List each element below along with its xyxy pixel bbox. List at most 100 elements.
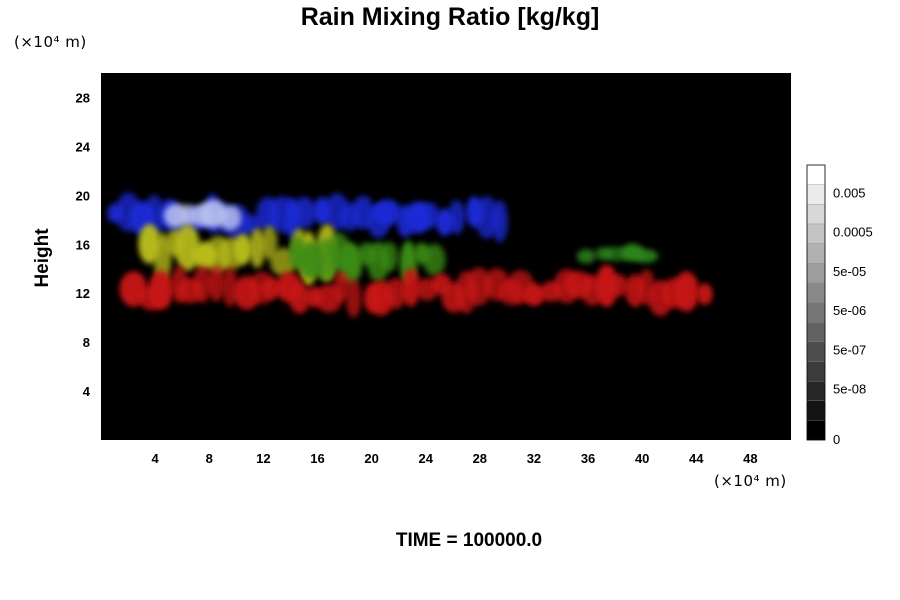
- colorbar-label: 5e-07: [833, 342, 866, 357]
- region-blob: [576, 249, 596, 264]
- y-tick: 16: [76, 237, 90, 252]
- x-tick-label: 44: [689, 451, 704, 466]
- x-tick-label: 16: [310, 451, 324, 466]
- x-axis-unit: (×10⁴ m): [714, 472, 787, 490]
- region-blob: [233, 233, 253, 265]
- x-tick-label: 8: [206, 451, 213, 466]
- colorbar-cell: [806, 204, 826, 225]
- region-blob: [523, 283, 546, 307]
- x-tick-label: 28: [473, 451, 487, 466]
- y-tick: 8: [83, 335, 90, 350]
- colorbar-cell: [806, 400, 826, 421]
- region-blob: [192, 265, 212, 303]
- region-blob: [261, 225, 278, 260]
- field-regions: [107, 192, 713, 318]
- x-tick: 4: [152, 451, 160, 466]
- y-axis-ticks: 4 8 12 16 20 24 28: [76, 90, 91, 399]
- y-tick: 24: [76, 139, 91, 154]
- region-blob: [401, 268, 421, 307]
- x-tick: 44: [689, 451, 704, 466]
- colorbar-cell: [806, 263, 826, 284]
- y-tick-label: 28: [76, 90, 90, 105]
- region-green-right: [576, 243, 659, 264]
- y-tick: 4: [83, 384, 91, 399]
- region-blob: [333, 271, 350, 302]
- region-blob: [447, 200, 466, 235]
- x-tick-label: 32: [527, 451, 541, 466]
- x-tick: 20: [364, 451, 378, 466]
- region-blob: [249, 228, 266, 269]
- colorbar-label: 5e-06: [833, 303, 866, 318]
- x-tick-label: 4: [152, 451, 160, 466]
- x-tick: 32: [527, 451, 541, 466]
- colorbar-cell: [806, 361, 826, 382]
- region-blob: [423, 244, 446, 277]
- y-tick: 28: [76, 90, 90, 105]
- y-tick-label: 4: [83, 384, 91, 399]
- x-tick: 48: [743, 451, 757, 466]
- region-blob: [608, 274, 629, 297]
- region-red: [119, 264, 713, 318]
- time-annotation: TIME = 100000.0: [395, 530, 543, 551]
- x-tick: 28: [473, 451, 487, 466]
- x-tick-label: 24: [418, 451, 433, 466]
- region-blob: [292, 196, 316, 229]
- y-tick: 12: [76, 286, 90, 301]
- colorbar-label: 0: [833, 432, 840, 447]
- colorbar-label: 0.0005: [833, 225, 873, 240]
- x-tick: 24: [418, 451, 433, 466]
- region-blob: [697, 283, 713, 306]
- region-green: [288, 232, 446, 286]
- colorbar-cell: [806, 223, 826, 244]
- x-tick: 8: [206, 451, 213, 466]
- region-blob: [148, 270, 174, 310]
- colorbar: 0 5e-08 5e-07 5e-06 5e-05 0.0005 0.005: [806, 164, 873, 447]
- region-blob: [465, 267, 492, 306]
- region-blob: [417, 202, 440, 229]
- colorbar-cell: [806, 282, 826, 303]
- region-blob: [373, 199, 402, 226]
- x-tick: 12: [256, 451, 270, 466]
- region-blob: [491, 200, 508, 243]
- region-blob: [595, 264, 618, 308]
- colorbar-label: 5e-08: [833, 382, 866, 397]
- x-tick: 16: [310, 451, 324, 466]
- x-tick: 40: [635, 451, 649, 466]
- x-axis-ticks: 4 8 12 16 20 24 28 32 36 40 44 48: [152, 451, 758, 466]
- y-tick-label: 8: [83, 335, 90, 350]
- x-tick-label: 20: [364, 451, 378, 466]
- y-tick: 20: [76, 188, 90, 203]
- y-tick-label: 20: [76, 188, 90, 203]
- region-blob: [288, 283, 311, 314]
- region-blob: [385, 278, 407, 309]
- y-axis-unit: (×10⁴ m): [14, 33, 87, 51]
- colorbar-cell: [806, 380, 826, 401]
- region-blob: [260, 277, 282, 300]
- region-blob: [218, 205, 242, 231]
- region-blob: [379, 241, 399, 272]
- colorbar-cell: [806, 302, 826, 323]
- region-light-blue: [163, 199, 242, 231]
- colorbar-cell: [806, 184, 826, 205]
- region-blob: [208, 265, 225, 302]
- y-tick-label: 12: [76, 286, 90, 301]
- x-tick-label: 48: [743, 451, 757, 466]
- x-tick-label: 12: [256, 451, 270, 466]
- colorbar-frame: [806, 164, 826, 441]
- colorbar-cell: [806, 243, 826, 264]
- y-tick-label: 24: [76, 139, 91, 154]
- colorbar-cell: [806, 321, 826, 342]
- x-tick: 36: [581, 451, 595, 466]
- colorbar-cell: [806, 164, 826, 185]
- colorbar-cell: [806, 341, 826, 362]
- colorbar-label: 5e-05: [833, 264, 866, 279]
- colorbar-label: 0.005: [833, 185, 866, 200]
- region-blob: [345, 278, 362, 318]
- x-tick-label: 40: [635, 451, 649, 466]
- colorbar-cell: [806, 420, 826, 441]
- region-blob: [673, 271, 700, 312]
- y-tick-label: 16: [76, 237, 90, 252]
- chart-title: Rain Mixing Ratio [kg/kg]: [300, 3, 600, 31]
- region-blob: [633, 249, 659, 263]
